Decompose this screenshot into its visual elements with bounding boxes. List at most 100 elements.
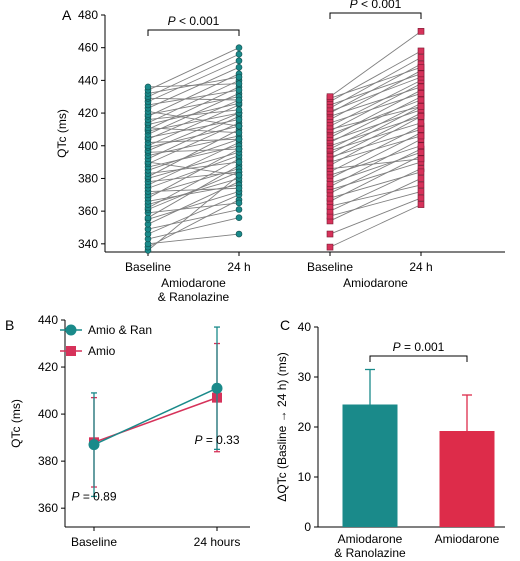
pair-line xyxy=(147,217,240,240)
data-point xyxy=(417,126,425,133)
data-point xyxy=(326,230,334,238)
pair-line xyxy=(329,168,422,212)
data-point xyxy=(417,83,425,91)
pair-line xyxy=(329,122,422,152)
data-point xyxy=(235,214,243,221)
pair-line xyxy=(147,151,240,179)
pair-line xyxy=(329,171,422,199)
data-point xyxy=(417,28,425,35)
pair-line xyxy=(329,73,422,106)
y-tick-label: 440 xyxy=(78,73,98,87)
series-amio xyxy=(89,342,222,488)
data-point xyxy=(235,64,243,71)
y-tick-label: 420 xyxy=(78,106,98,120)
pair-line xyxy=(329,79,422,127)
significance-bracket xyxy=(147,29,240,36)
data-point xyxy=(417,168,425,176)
y-tick-label: 480 xyxy=(78,8,98,22)
data-point xyxy=(88,439,100,451)
pair-line xyxy=(329,102,422,150)
pair-line xyxy=(329,204,422,248)
pair-line xyxy=(147,138,240,171)
data-point xyxy=(417,175,425,182)
data-point xyxy=(144,83,152,91)
group-amio-ran xyxy=(144,44,243,254)
panel-c: C 0 10 20 30 40 ΔQTc (Basline → 24 h) (ms) Amio… xyxy=(275,317,505,560)
legend-label: Amio & Ran xyxy=(88,323,152,337)
data-point xyxy=(235,106,243,114)
pair-line xyxy=(147,161,240,176)
y-tick-label: 400 xyxy=(38,407,58,421)
data-point xyxy=(417,155,425,163)
pair-line xyxy=(147,102,240,125)
pair-line xyxy=(329,135,422,163)
pair-line xyxy=(147,47,240,91)
pair-line xyxy=(147,79,240,124)
data-point xyxy=(417,54,425,61)
x-tick-label: Baseline xyxy=(307,260,353,274)
data-point xyxy=(417,142,425,150)
y-tick-label: 0 xyxy=(304,520,311,534)
group-label: Amiodarone xyxy=(161,276,226,290)
x-tick-label: Baseline xyxy=(125,260,171,274)
y-tick-label: 380 xyxy=(78,171,98,185)
panel-label-a: A xyxy=(62,7,72,23)
pair-line xyxy=(329,106,422,130)
pair-line xyxy=(147,110,240,127)
pair-line xyxy=(147,97,240,101)
pair-line xyxy=(147,138,240,143)
panel-a: A 340 360 380 400 420 440 460 480 QTc (ms) Baselin… xyxy=(55,0,505,304)
pair-line xyxy=(147,178,240,206)
data-point xyxy=(235,57,243,65)
data-point xyxy=(235,80,243,87)
p-value-annotation: P = 0.33 xyxy=(194,433,239,447)
data-point xyxy=(417,181,425,189)
pair-line xyxy=(329,115,422,147)
series-amio-ran xyxy=(88,326,223,498)
pair-line xyxy=(147,148,240,199)
p-value-annotation: P < 0.001 xyxy=(350,0,402,11)
panel-label-b: B xyxy=(5,317,14,333)
y-tick-label: 40 xyxy=(298,320,312,334)
pair-line xyxy=(147,73,240,117)
x-tick-label: 24 h xyxy=(227,260,250,274)
pair-line xyxy=(147,191,240,220)
pair-line xyxy=(147,119,240,139)
bar xyxy=(342,404,398,527)
data-point xyxy=(235,122,243,130)
data-point xyxy=(235,199,243,207)
pair-line xyxy=(329,30,422,98)
y-tick-label: 360 xyxy=(38,501,58,515)
pair-line xyxy=(329,112,422,160)
pair-line xyxy=(147,194,240,235)
pair-line xyxy=(147,135,240,157)
pair-line xyxy=(147,148,240,153)
significance-bracket xyxy=(369,355,468,362)
pair-line xyxy=(329,178,422,222)
group-label: Amiodarone xyxy=(343,276,408,290)
significance-bracket xyxy=(329,12,422,19)
data-point xyxy=(235,129,243,136)
pair-line xyxy=(329,128,422,158)
pair-line xyxy=(329,109,422,142)
y-tick-label: 20 xyxy=(298,420,312,434)
data-point xyxy=(235,184,243,192)
data-point xyxy=(417,188,425,195)
panel-b: B 360 380 400 420 440 QTc (ms) Baseline 24 hours… xyxy=(5,313,250,549)
y-tick-label: 460 xyxy=(78,41,98,55)
data-point xyxy=(417,64,425,71)
y-tick-label: 420 xyxy=(38,360,58,374)
pair-line xyxy=(147,109,240,121)
legend-marker xyxy=(66,346,76,356)
data-point xyxy=(235,116,243,123)
y-axis-label: ΔQTc (Basline → 24 h) (ms) xyxy=(275,352,289,501)
data-point xyxy=(235,230,243,238)
pair-line xyxy=(147,161,240,174)
pair-line xyxy=(329,151,422,184)
x-tick-label: 24 h xyxy=(409,260,432,274)
pair-line xyxy=(329,76,422,112)
pair-line xyxy=(147,127,240,134)
pair-line xyxy=(147,125,240,148)
pair-line xyxy=(147,129,240,178)
